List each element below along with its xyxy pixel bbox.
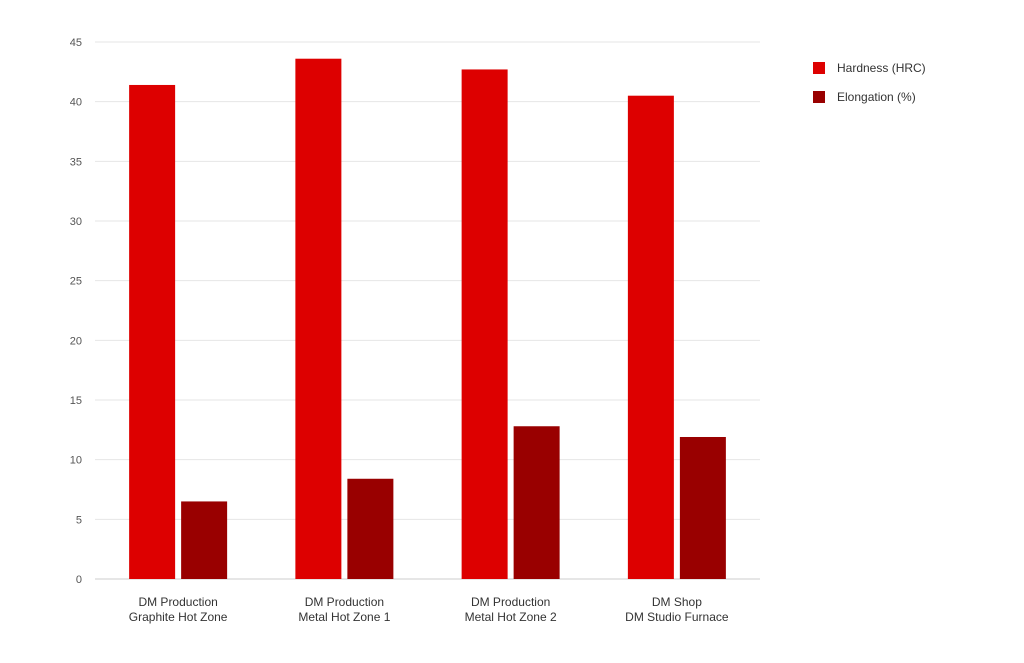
y-tick-label: 30 — [70, 216, 82, 228]
x-category-label: Metal Hot Zone 1 — [298, 610, 390, 624]
legend-label-elongation: Elongation (%) — [837, 90, 916, 104]
x-category-label: DM Shop — [652, 595, 702, 609]
x-category-label: Graphite Hot Zone — [129, 610, 228, 624]
y-tick-label: 35 — [70, 156, 82, 168]
bar-hardness-4 — [627, 95, 674, 579]
y-tick-label: 20 — [70, 335, 82, 347]
y-tick-label: 10 — [70, 455, 82, 467]
x-category-label: DM Production — [471, 595, 550, 609]
bar-hardness-1 — [129, 84, 176, 580]
bar-elongation-4 — [679, 436, 726, 579]
legend-label-hardness: Hardness (HRC) — [837, 61, 926, 75]
legend-swatch-elongation — [813, 91, 825, 103]
bar-hardness-2 — [295, 58, 342, 579]
y-tick-label: 0 — [76, 574, 82, 586]
bar-elongation-3 — [513, 426, 560, 579]
legend-swatch-hardness — [813, 62, 825, 74]
y-tick-label: 5 — [76, 514, 82, 526]
bar-hardness-3 — [461, 69, 508, 580]
y-tick-label: 25 — [70, 276, 82, 288]
y-tick-label: 40 — [70, 97, 82, 109]
bars — [129, 58, 726, 580]
y-axis-tick-labels: 0 5 10 15 20 25 30 35 40 45 — [70, 37, 82, 586]
y-tick-label: 45 — [70, 37, 82, 49]
x-category-label: DM Production — [138, 595, 217, 609]
x-category-label: Metal Hot Zone 2 — [465, 610, 557, 624]
x-category-label: DM Studio Furnace — [625, 610, 729, 624]
bar-elongation-2 — [347, 478, 394, 579]
y-tick-label: 15 — [70, 395, 82, 407]
bar-elongation-1 — [181, 501, 228, 579]
x-category-label: DM Production — [305, 595, 384, 609]
legend: Hardness (HRC) Elongation (%) — [813, 61, 926, 104]
